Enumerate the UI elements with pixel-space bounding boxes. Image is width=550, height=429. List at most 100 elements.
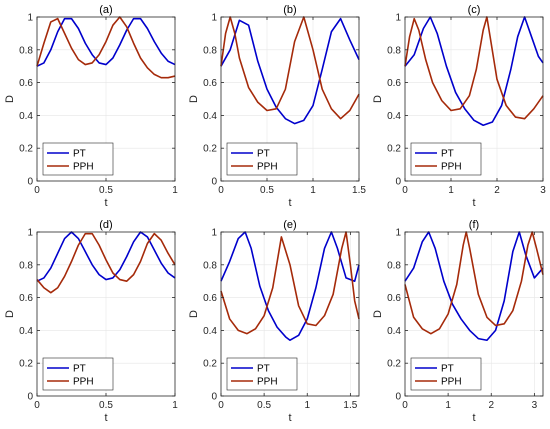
y-tick-label: 0.8 bbox=[203, 45, 217, 56]
x-axis-label: t bbox=[472, 197, 475, 209]
y-tick-label: 0.2 bbox=[387, 144, 401, 155]
y-tick-label: 0.4 bbox=[387, 326, 401, 337]
axes-frame bbox=[404, 231, 544, 397]
axes-frame bbox=[220, 231, 360, 397]
legend-box bbox=[410, 357, 482, 391]
legend: PT PPH bbox=[42, 357, 114, 391]
legend-box bbox=[42, 142, 114, 176]
series-line-pph bbox=[404, 231, 544, 335]
panel-title: (d) bbox=[99, 219, 112, 231]
chart-panel-1: 0 0.5 1 0 0.2 0.4 0.6 0.8 1 (a) t D PT PPH bbox=[4, 4, 178, 209]
legend-label-pt: PT bbox=[441, 149, 454, 160]
legend: PT PPH bbox=[226, 142, 298, 176]
x-tick-label: 1.5 bbox=[343, 400, 357, 411]
y-tick-label: 0.2 bbox=[19, 144, 33, 155]
y-tick-label: 1 bbox=[395, 228, 401, 239]
legend: PT PPH bbox=[410, 142, 482, 176]
series-line-pph bbox=[220, 16, 360, 120]
y-tick-label: 0.4 bbox=[203, 111, 217, 122]
x-tick-label: 0 bbox=[218, 400, 224, 411]
x-axis-label: t bbox=[104, 197, 107, 209]
y-axis-label: D bbox=[4, 95, 16, 103]
y-tick-label: 0.6 bbox=[387, 78, 401, 89]
x-axis-label: t bbox=[104, 412, 107, 424]
legend-label-pt: PT bbox=[73, 149, 86, 160]
y-tick-label: 0 bbox=[211, 177, 217, 188]
x-tick-label: 0 bbox=[34, 400, 40, 411]
y-tick-label: 0.2 bbox=[387, 359, 401, 370]
y-tick-label: 0.2 bbox=[19, 359, 33, 370]
series-line-pt bbox=[36, 17, 176, 67]
y-tick-label: 0.2 bbox=[203, 144, 217, 155]
y-axis-label: D bbox=[372, 310, 384, 318]
legend-label-pph: PPH bbox=[73, 377, 94, 388]
x-tick-label: 0.5 bbox=[99, 185, 113, 196]
y-axis-label: D bbox=[188, 310, 200, 318]
series-line-pt bbox=[404, 231, 544, 342]
y-tick-label: 0.6 bbox=[203, 78, 217, 89]
x-tick-label: 1 bbox=[172, 185, 178, 196]
x-axis-label: t bbox=[288, 412, 291, 424]
legend: PT PPH bbox=[410, 357, 482, 391]
legend-label-pt: PT bbox=[257, 364, 270, 375]
y-tick-label: 0.6 bbox=[19, 293, 33, 304]
x-tick-label: 1 bbox=[172, 400, 178, 411]
x-axis-label: t bbox=[472, 412, 475, 424]
chart-panel-5: 0 0.5 1 1.5 0 0.2 0.4 0.6 0.8 1 (e) t D PT PPH bbox=[188, 219, 360, 424]
x-tick-label: 0 bbox=[402, 185, 408, 196]
y-tick-label: 1 bbox=[395, 13, 401, 24]
y-tick-label: 0.8 bbox=[387, 260, 401, 271]
y-tick-label: 1 bbox=[211, 13, 217, 24]
y-tick-label: 0.6 bbox=[387, 293, 401, 304]
series-line-pph bbox=[36, 232, 176, 294]
y-tick-label: 0 bbox=[211, 392, 217, 403]
series-line-pt bbox=[220, 17, 360, 125]
panel-title: (e) bbox=[283, 219, 296, 231]
x-tick-label: 3 bbox=[540, 185, 546, 196]
x-tick-label: 0 bbox=[34, 185, 40, 196]
legend-label-pt: PT bbox=[257, 149, 270, 160]
legend: PT PPH bbox=[42, 142, 114, 176]
y-axis-label: D bbox=[4, 310, 16, 318]
x-axis-label: t bbox=[288, 197, 291, 209]
panel-title: (a) bbox=[99, 4, 112, 16]
y-tick-label: 0.6 bbox=[203, 293, 217, 304]
y-axis-label: D bbox=[188, 95, 200, 103]
y-tick-label: 1 bbox=[211, 228, 217, 239]
x-tick-label: 1 bbox=[445, 400, 451, 411]
x-tick-label: 0.5 bbox=[260, 185, 274, 196]
legend-label-pph: PPH bbox=[257, 377, 278, 388]
y-tick-label: 0.2 bbox=[203, 359, 217, 370]
x-tick-label: 1.5 bbox=[352, 185, 366, 196]
y-tick-label: 0.6 bbox=[19, 78, 33, 89]
series-line-pt bbox=[404, 16, 544, 127]
x-tick-label: 1 bbox=[310, 185, 316, 196]
y-tick-label: 0 bbox=[27, 392, 33, 403]
x-tick-label: 1 bbox=[304, 400, 310, 411]
series-line-pt bbox=[36, 231, 176, 282]
x-tick-label: 2 bbox=[488, 400, 494, 411]
chart-panel-2: 0 0.5 1 1.5 0 0.2 0.4 0.6 0.8 1 (b) t D PT PPH bbox=[188, 4, 366, 209]
chart-panel-4: 0 0.5 1 0 0.2 0.4 0.6 0.8 1 (d) t D PT PPH bbox=[4, 219, 178, 424]
chart-panel-6: 0 1 2 3 0 0.2 0.4 0.6 0.8 1 (f) t D PT PPH bbox=[372, 219, 544, 424]
panel-title: (b) bbox=[283, 4, 296, 16]
panel-title: (c) bbox=[468, 4, 481, 16]
y-tick-label: 0.8 bbox=[19, 260, 33, 271]
legend-box bbox=[42, 357, 114, 391]
y-tick-label: 0.4 bbox=[203, 326, 217, 337]
y-tick-label: 0 bbox=[395, 177, 401, 188]
x-tick-label: 2 bbox=[494, 185, 500, 196]
y-tick-label: 0.8 bbox=[19, 45, 33, 56]
y-tick-label: 0 bbox=[27, 177, 33, 188]
y-axis-label: D bbox=[372, 95, 384, 103]
x-tick-label: 0 bbox=[218, 185, 224, 196]
legend-label-pph: PPH bbox=[441, 377, 462, 388]
legend-box bbox=[226, 357, 298, 391]
y-tick-label: 1 bbox=[27, 228, 33, 239]
legend-label-pph: PPH bbox=[441, 162, 462, 173]
legend-label-pt: PT bbox=[73, 364, 86, 375]
x-tick-label: 3 bbox=[532, 400, 538, 411]
legend-box bbox=[410, 142, 482, 176]
x-tick-label: 0 bbox=[402, 400, 408, 411]
y-tick-label: 0 bbox=[395, 392, 401, 403]
